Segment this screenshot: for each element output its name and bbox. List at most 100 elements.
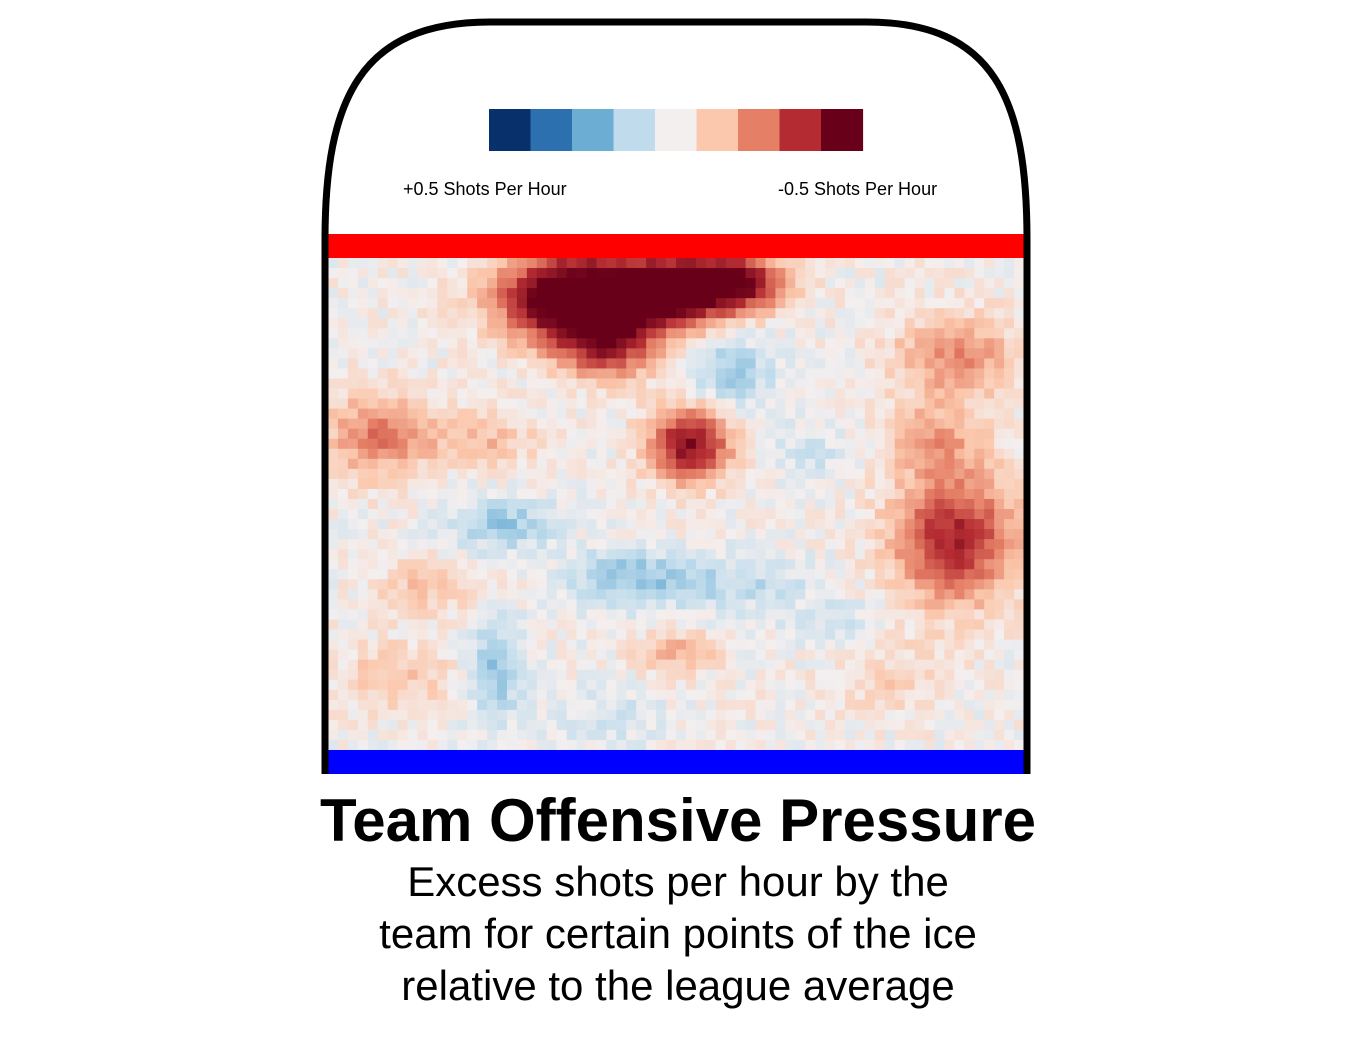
heatmap-cell [536, 478, 548, 490]
heatmap-cell [974, 659, 985, 671]
heatmap-cell [626, 739, 637, 751]
heatmap-cell [636, 358, 647, 370]
heatmap-cell [894, 609, 906, 621]
heatmap-cell [745, 739, 757, 751]
heatmap-cell [854, 458, 866, 470]
heatmap-cell [854, 388, 866, 400]
heatmap-cell [636, 268, 647, 279]
heatmap-cell [1004, 288, 1015, 299]
heatmap-cell [964, 709, 975, 721]
heatmap-cell [377, 569, 389, 580]
heatmap-cell [685, 308, 697, 319]
heatmap-cell [994, 448, 1005, 460]
heatmap-cell [735, 398, 747, 410]
heatmap-cell [397, 288, 409, 299]
heatmap-cell [616, 529, 627, 540]
heatmap-cell [457, 268, 468, 279]
heatmap-cell [556, 298, 568, 309]
heatmap-cell [487, 739, 498, 751]
heatmap-cell [367, 679, 379, 691]
heatmap-cell [924, 599, 936, 611]
heatmap-cell [944, 338, 955, 349]
heatmap-cell [705, 448, 717, 460]
heatmap-cell [497, 599, 508, 611]
heatmap-cell [636, 519, 647, 530]
heatmap-cell [447, 368, 458, 380]
heatmap-cell [447, 458, 458, 470]
heatmap-cell [536, 569, 548, 580]
heatmap-cell [725, 619, 737, 631]
heatmap-cell [447, 509, 458, 520]
heatmap-cell [815, 589, 826, 600]
heatmap-cell [397, 318, 409, 329]
heatmap-cell [636, 458, 647, 470]
heatmap-cell [984, 589, 995, 600]
heatmap-cell [944, 348, 955, 360]
heatmap-cell [795, 358, 806, 370]
heatmap-cell [357, 468, 369, 480]
heatmap-cell [854, 468, 866, 480]
heatmap-cell [596, 438, 607, 450]
heatmap-cell [447, 679, 458, 691]
heatmap-cell [487, 368, 498, 380]
heatmap-cell [944, 669, 955, 681]
heatmap-cell [676, 669, 687, 681]
heatmap-cell [825, 368, 836, 380]
heatmap-cell [477, 478, 488, 490]
heatmap-cell [894, 569, 906, 580]
heatmap-cell [994, 599, 1005, 611]
heatmap-cell [447, 438, 458, 450]
heatmap-cell [1014, 719, 1025, 731]
heatmap-cell [894, 258, 906, 269]
heatmap-cell [387, 318, 399, 329]
heatmap-cell [596, 579, 607, 590]
heatmap-cell [636, 529, 647, 540]
heatmap-cell [427, 488, 438, 500]
heatmap-cell [944, 358, 955, 370]
heatmap-cell [845, 559, 856, 570]
heatmap-cell [457, 519, 468, 530]
heatmap-cell [775, 358, 786, 370]
heatmap-cell [337, 739, 349, 751]
heatmap-cell [994, 629, 1005, 641]
heatmap-cell [387, 448, 399, 460]
heatmap-cell [467, 509, 478, 520]
heatmap-cell [695, 308, 707, 319]
heatmap-cell [715, 709, 727, 721]
heatmap-cell [656, 609, 667, 621]
heatmap-cell [596, 519, 607, 530]
heatmap-cell [596, 509, 607, 520]
heatmap-cell [357, 318, 369, 329]
heatmap-cell [964, 729, 975, 741]
heatmap-cell [805, 318, 816, 329]
heatmap-cell [974, 328, 985, 339]
heatmap-cell [954, 579, 965, 590]
heatmap-cell [437, 579, 448, 590]
heatmap-cell [397, 669, 409, 681]
heatmap-cell [417, 418, 429, 430]
heatmap-cell [874, 368, 886, 380]
heatmap-cell [437, 609, 448, 621]
heatmap-cell [328, 328, 339, 339]
heatmap-cell [616, 669, 627, 681]
heatmap-cell [805, 719, 816, 731]
heatmap-cell [606, 639, 617, 651]
heatmap-cell [994, 418, 1005, 430]
heatmap-cell [367, 589, 379, 600]
heatmap-cell [387, 579, 399, 590]
heatmap-cell [556, 709, 568, 721]
heatmap-cell [347, 599, 359, 611]
heatmap-cell [337, 529, 349, 540]
heatmap-cell [337, 348, 349, 360]
heatmap-cell [387, 729, 399, 741]
heatmap-cell [357, 539, 369, 550]
heatmap-cell [666, 539, 677, 550]
heatmap-cell [964, 268, 975, 279]
legend-swatch [821, 109, 864, 151]
heatmap-cell [884, 589, 896, 600]
heatmap-cell [715, 338, 727, 349]
heatmap-cell [616, 448, 627, 460]
heatmap-cell [676, 418, 687, 430]
heatmap-cell [1004, 328, 1015, 339]
heatmap-cell [1014, 338, 1025, 349]
